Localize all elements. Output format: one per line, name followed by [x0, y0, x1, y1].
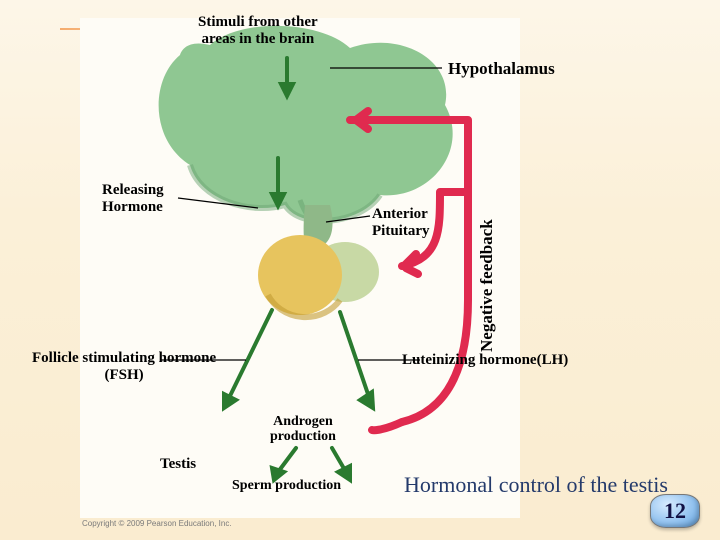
fsh-label: Follicle stimulating hormone (FSH) [32, 350, 216, 383]
androgen-label: Androgen production [270, 414, 336, 445]
sperm-label: Sperm production [232, 478, 341, 493]
copyright-text: Copyright © 2009 Pearson Education, Inc. [82, 519, 232, 528]
slide-caption: Hormonal control of the testis [404, 472, 668, 498]
slide: Stimuli from other areas in the brain Hy… [0, 0, 720, 540]
stimuli-label: Stimuli from other areas in the brain [198, 14, 318, 47]
releasing-hormone-label: Releasing Hormone [102, 182, 164, 215]
testis-label: Testis [160, 456, 196, 473]
lh-label: Luteinizing hormone(LH) [402, 352, 568, 369]
negative-feedback-label: Negative feedback [478, 219, 497, 352]
anterior-pituitary-label: Anterior Pituitary [372, 206, 430, 239]
hypothalamus-label: Hypothalamus [448, 60, 555, 79]
diagram-svg [0, 0, 720, 540]
page-number: 12 [664, 498, 686, 524]
page-number-badge: 12 [650, 494, 700, 528]
